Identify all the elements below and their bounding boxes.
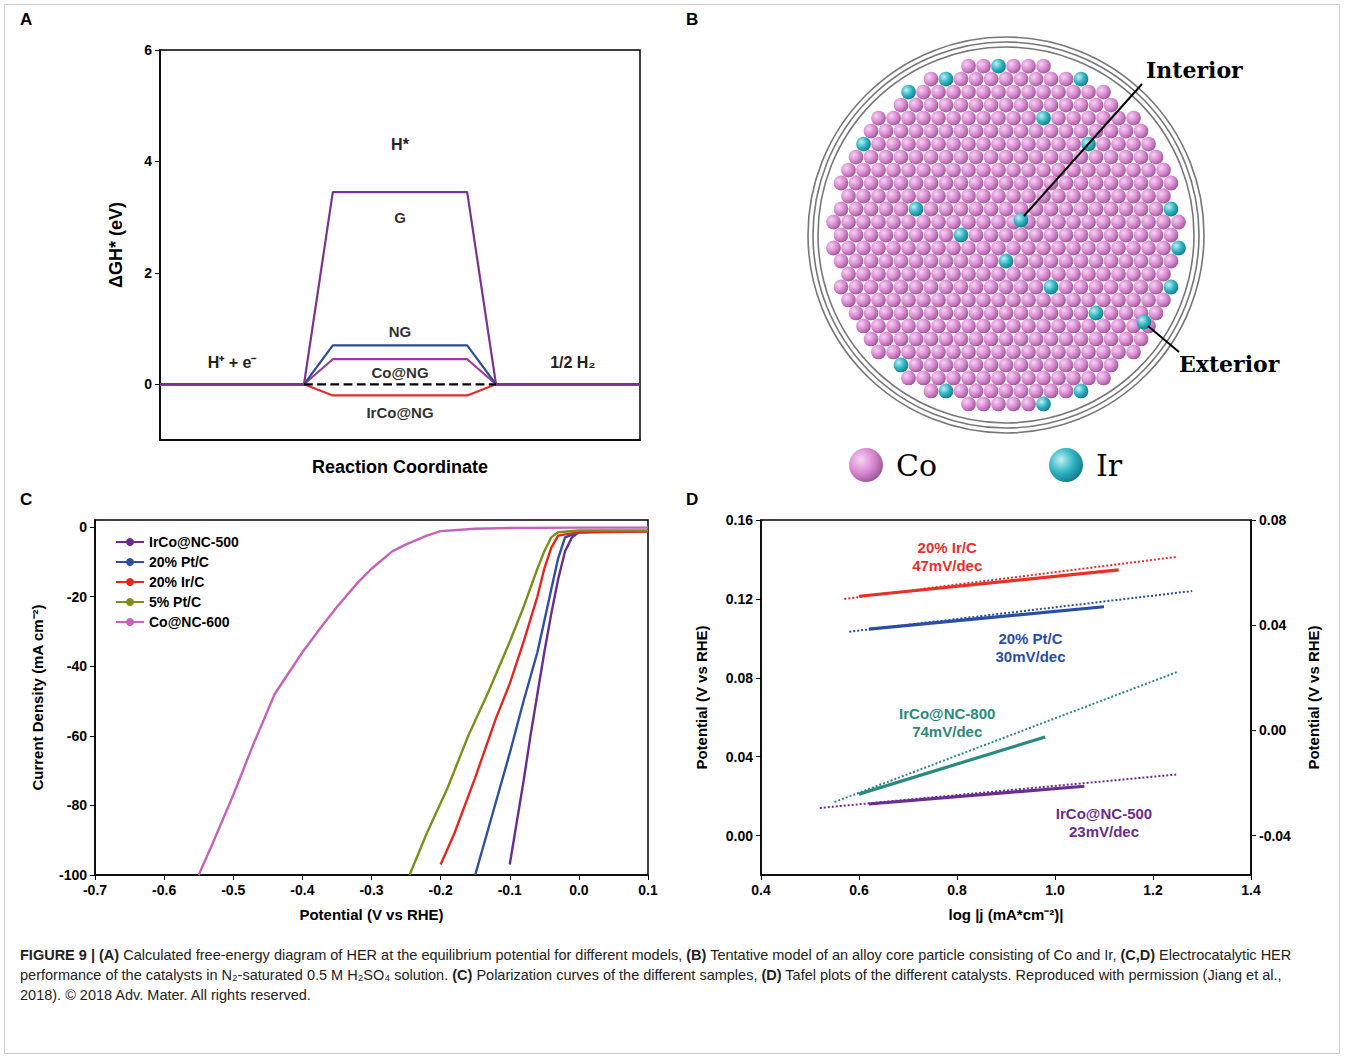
svg-text:23mV/dec: 23mV/dec	[1069, 823, 1139, 840]
svg-text:-60: -60	[67, 728, 87, 744]
svg-text:H*: H*	[391, 136, 410, 153]
svg-text:-0.2: -0.2	[429, 882, 453, 898]
html-text:FIGURE 9 | (A) Calculated free: FIGURE 9 | (A) Calculated free-energy di…	[20, 947, 1292, 1003]
svg-text:Co: Co	[896, 448, 937, 483]
svg-text:0.1: 0.1	[638, 882, 658, 898]
svg-text:1.0: 1.0	[1045, 882, 1065, 898]
svg-text:Co@NC-600: Co@NC-600	[149, 614, 230, 630]
svg-text:74mV/dec: 74mV/dec	[912, 723, 982, 740]
svg-text:0: 0	[79, 519, 87, 535]
svg-text:Co@NG: Co@NG	[371, 364, 428, 381]
svg-text:4: 4	[144, 153, 152, 169]
html-text:C: C	[20, 490, 33, 509]
svg-text:-0.7: -0.7	[83, 882, 107, 898]
svg-text:-0.5: -0.5	[221, 882, 245, 898]
svg-text:Interior: Interior	[1146, 57, 1243, 83]
svg-text:-20: -20	[67, 589, 87, 605]
svg-text:5% Pt/C: 5% Pt/C	[149, 594, 201, 610]
svg-text:0.12: 0.12	[726, 591, 753, 607]
svg-text:IrCo@NC-800: IrCo@NC-800	[899, 705, 995, 722]
svg-text:0.6: 0.6	[849, 882, 869, 898]
svg-text:H⁺ + e⁻: H⁺ + e⁻	[208, 354, 258, 371]
svg-text:0.00: 0.00	[1259, 722, 1286, 738]
svg-text:47mV/dec: 47mV/dec	[912, 557, 982, 574]
svg-text:ΔGH* (eV): ΔGH* (eV)	[106, 202, 126, 288]
svg-text:0.00: 0.00	[726, 828, 753, 844]
svg-text:-80: -80	[67, 797, 87, 813]
svg-text:20% Ir/C: 20% Ir/C	[918, 539, 977, 556]
svg-text:-0.4: -0.4	[290, 882, 314, 898]
svg-text:1/2 H₂: 1/2 H₂	[550, 354, 595, 371]
svg-text:2: 2	[144, 265, 152, 281]
svg-text:Current Density (mA cm⁻²): Current Density (mA cm⁻²)	[29, 604, 46, 790]
svg-text:30mV/dec: 30mV/dec	[995, 648, 1065, 665]
svg-text:1.2: 1.2	[1143, 882, 1163, 898]
svg-text:0.04: 0.04	[726, 749, 753, 765]
svg-text:0.04: 0.04	[1259, 617, 1286, 633]
svg-text:IrCo@NC-500: IrCo@NC-500	[149, 534, 239, 550]
svg-text:0.0: 0.0	[569, 882, 589, 898]
html-text:A: A	[20, 10, 33, 29]
svg-text:Potential (V vs RHE): Potential (V vs RHE)	[1305, 625, 1322, 769]
svg-text:0.08: 0.08	[726, 670, 753, 686]
svg-text:IrCo@NC-500: IrCo@NC-500	[1056, 805, 1152, 822]
svg-text:-0.04: -0.04	[1259, 828, 1291, 844]
svg-text:Ir: Ir	[1096, 448, 1123, 483]
svg-text:G: G	[394, 209, 406, 226]
svg-text:-0.1: -0.1	[498, 882, 522, 898]
svg-text:Reaction Coordinate: Reaction Coordinate	[312, 457, 488, 477]
svg-text:1.4: 1.4	[1241, 882, 1261, 898]
svg-text:0.08: 0.08	[1259, 512, 1286, 528]
svg-text:Potential (V vs RHE): Potential (V vs RHE)	[693, 625, 710, 769]
svg-text:20% Pt/C: 20% Pt/C	[149, 554, 209, 570]
svg-text:Exterior: Exterior	[1179, 351, 1280, 377]
svg-text:NG: NG	[389, 323, 412, 340]
svg-text:-0.6: -0.6	[152, 882, 176, 898]
svg-text:0: 0	[144, 376, 152, 392]
svg-text:0.8: 0.8	[947, 882, 967, 898]
svg-text:-100: -100	[59, 867, 87, 883]
svg-text:20% Pt/C: 20% Pt/C	[998, 630, 1062, 647]
svg-text:6: 6	[144, 42, 152, 58]
html-text:B: B	[686, 10, 699, 29]
svg-text:-40: -40	[67, 658, 87, 674]
svg-text:Potential (V vs RHE): Potential (V vs RHE)	[299, 906, 443, 923]
svg-text:0.4: 0.4	[751, 882, 771, 898]
svg-text:-0.3: -0.3	[359, 882, 383, 898]
svg-text:IrCo@NG: IrCo@NG	[366, 404, 433, 421]
svg-text:0.16: 0.16	[726, 512, 753, 528]
svg-text:log |j (mA*cm⁻²)|: log |j (mA*cm⁻²)|	[948, 906, 1063, 923]
svg-text:20% Ir/C: 20% Ir/C	[149, 574, 204, 590]
html-text:D: D	[686, 490, 699, 509]
